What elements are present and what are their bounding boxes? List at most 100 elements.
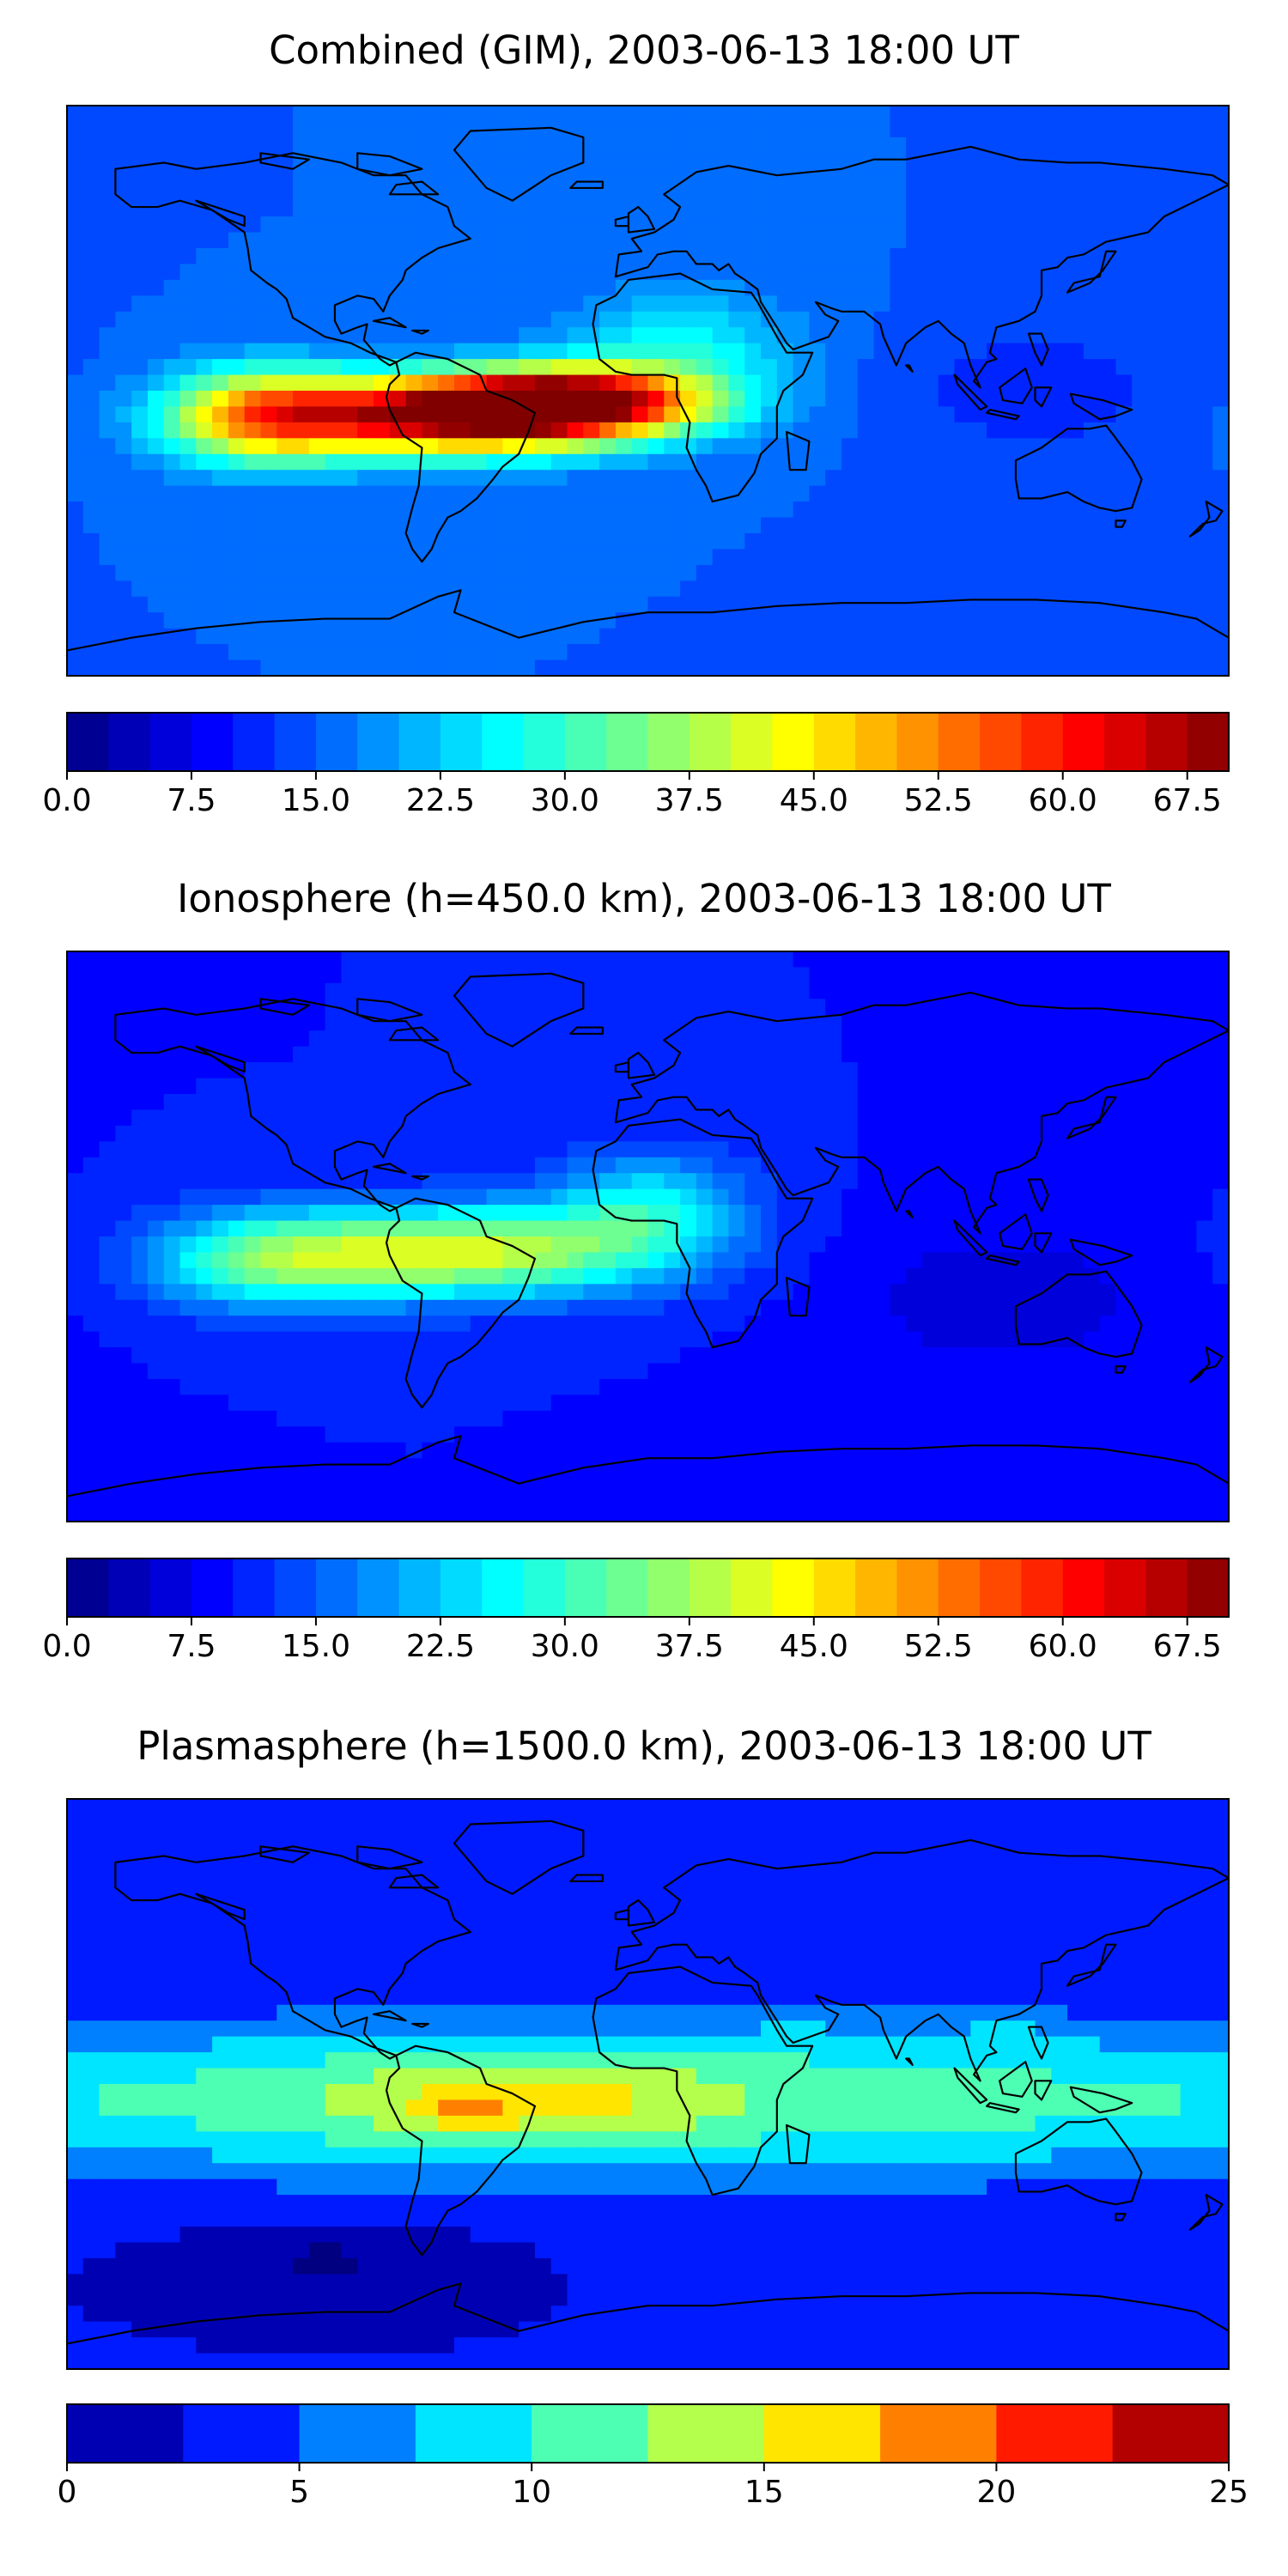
heatmap-cell xyxy=(567,1442,584,1459)
heatmap-cell xyxy=(615,1284,633,1301)
heatmap-cell xyxy=(1002,343,1020,360)
heatmap-cell xyxy=(1115,1284,1133,1301)
heatmap-cell xyxy=(163,248,181,265)
heatmap-cell xyxy=(921,1205,939,1222)
heatmap-cell xyxy=(761,967,778,984)
heatmap-cell xyxy=(67,580,84,598)
heatmap-cell xyxy=(228,644,246,661)
heatmap-cell xyxy=(583,153,600,170)
heatmap-cell xyxy=(454,1014,471,1031)
heatmap-cell xyxy=(276,1394,294,1412)
heatmap-cell xyxy=(921,951,939,969)
heatmap-cell xyxy=(615,485,633,502)
heatmap-cell xyxy=(405,1363,423,1380)
heatmap-cell xyxy=(1051,1078,1068,1095)
heatmap-cell xyxy=(341,453,358,471)
heatmap-cell xyxy=(857,374,875,392)
heatmap-cell xyxy=(1212,564,1229,581)
heatmap-cell xyxy=(1002,951,1020,969)
heatmap-cell xyxy=(1148,1125,1165,1142)
heatmap-cell xyxy=(293,644,310,661)
heatmap-cell xyxy=(147,1236,165,1254)
heatmap-cell xyxy=(728,1315,745,1333)
heatmap-cell xyxy=(744,596,762,613)
heatmap-cell xyxy=(519,1442,536,1459)
heatmap-cell xyxy=(890,644,907,661)
heatmap-cell xyxy=(1018,1236,1036,1254)
heatmap-cell xyxy=(228,1157,246,1174)
heatmap-cell xyxy=(1067,1046,1084,1063)
heatmap-cell xyxy=(890,391,907,408)
heatmap-cell xyxy=(260,106,277,123)
heatmap-cell xyxy=(212,1267,229,1285)
heatmap-cell xyxy=(906,533,923,550)
heatmap-cell xyxy=(583,453,600,471)
heatmap-cell xyxy=(179,1347,197,1364)
heatmap-cell xyxy=(938,1442,956,1459)
heatmap-cell xyxy=(486,1442,503,1459)
heatmap-cell xyxy=(1132,1141,1149,1158)
heatmap-cell xyxy=(1212,1014,1229,1031)
heatmap-cell xyxy=(647,517,665,534)
heatmap-cell xyxy=(793,438,811,455)
heatmap-cell xyxy=(921,564,939,581)
heatmap-cell xyxy=(519,327,536,344)
heatmap-cell xyxy=(776,982,794,999)
heatmap-cell xyxy=(873,951,890,969)
heatmap-cell xyxy=(873,1363,890,1380)
heatmap-cell xyxy=(906,1188,923,1206)
heatmap-cell xyxy=(147,1125,165,1142)
heatmap-cell xyxy=(696,343,714,360)
heatmap-cell xyxy=(422,137,439,154)
heatmap-cell xyxy=(825,1267,842,1285)
heatmap-cell xyxy=(422,1125,439,1142)
heatmap-cell xyxy=(550,533,568,550)
heatmap-cell xyxy=(550,1458,568,1475)
heatmap-cell xyxy=(1212,327,1229,344)
heatmap-cell xyxy=(260,1331,277,1348)
heatmap-cell xyxy=(970,1078,987,1095)
heatmap-cell xyxy=(1067,1426,1084,1443)
heatmap-cell xyxy=(857,580,875,598)
heatmap-cell xyxy=(938,438,956,455)
heatmap-cell xyxy=(131,1062,149,1079)
heatmap-cell xyxy=(1018,1173,1036,1190)
heatmap-cell xyxy=(534,1062,552,1079)
heatmap-cell xyxy=(857,951,875,969)
heatmap-cell xyxy=(389,168,407,185)
heatmap-cell xyxy=(454,1267,471,1285)
heatmap-cell xyxy=(1212,438,1229,455)
heatmap-cell xyxy=(647,533,665,550)
heatmap-cell xyxy=(1196,185,1213,202)
heatmap-cell xyxy=(502,359,519,376)
heatmap-cell xyxy=(244,1014,262,1031)
heatmap-cell xyxy=(438,422,455,439)
heatmap-cell xyxy=(228,1284,246,1301)
heatmap-cell xyxy=(1067,1078,1084,1095)
heatmap-cell xyxy=(1148,564,1165,581)
heatmap-cell xyxy=(244,1078,262,1095)
heatmap-cell xyxy=(664,1299,681,1316)
heatmap-cell xyxy=(841,564,859,581)
heatmap-cell xyxy=(857,1205,875,1222)
heatmap-cell xyxy=(793,1315,811,1333)
heatmap-cell xyxy=(1180,1062,1198,1079)
heatmap-cell xyxy=(67,1331,84,1348)
heatmap-cell xyxy=(260,264,277,281)
heatmap-cell xyxy=(374,1173,391,1190)
heatmap-cell xyxy=(1132,1394,1149,1412)
heatmap-cell xyxy=(405,517,423,534)
heatmap-cell xyxy=(486,1331,503,1348)
heatmap-cell xyxy=(99,1205,116,1222)
heatmap-cell xyxy=(825,121,842,138)
heatmap-cell xyxy=(131,311,149,328)
heatmap-cell xyxy=(147,1379,165,1396)
heatmap-cell xyxy=(761,549,778,566)
heatmap-cell xyxy=(921,1363,939,1380)
heatmap-cell xyxy=(196,1347,213,1364)
heatmap-cell xyxy=(1132,406,1149,423)
heatmap-cell xyxy=(374,327,391,344)
heatmap-cell xyxy=(1148,422,1165,439)
heatmap-cell xyxy=(987,1394,1004,1412)
heatmap-cell xyxy=(260,501,277,519)
